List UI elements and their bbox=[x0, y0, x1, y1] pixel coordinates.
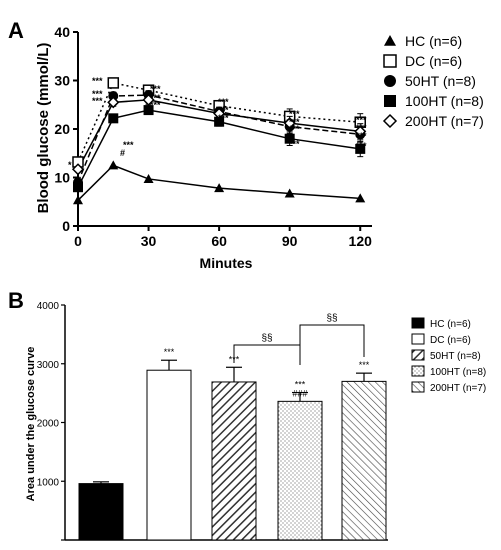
panel-a-significance-mark: *** bbox=[356, 131, 367, 141]
panel-a-legend-marker bbox=[384, 75, 396, 87]
panel-a-point bbox=[284, 188, 295, 198]
panel-b-legend-swatch bbox=[411, 349, 425, 361]
panel-a-point bbox=[214, 116, 225, 127]
panel-a-point bbox=[213, 107, 226, 120]
panel-a-point bbox=[283, 117, 296, 130]
panel-a-x-axis-label: Minutes bbox=[200, 255, 253, 271]
panel-b-legend-label: 50HT (n=8) bbox=[430, 351, 481, 362]
panel-b-bracket bbox=[299, 324, 365, 365]
panel-b-legend-swatch bbox=[411, 317, 425, 329]
panel-a-point bbox=[107, 96, 120, 109]
panel-a-point bbox=[71, 163, 85, 176]
panel-a-significance-mark: * bbox=[68, 160, 72, 170]
panel-b-legend-label: 200HT (n=7) bbox=[430, 383, 486, 394]
panel-a-point bbox=[355, 143, 366, 154]
panel-a-significance-mark: *** bbox=[150, 84, 161, 94]
panel-b-significance-mark: *** bbox=[164, 347, 175, 357]
panel-a-point bbox=[108, 113, 119, 124]
panel-a-significance-mark: # bbox=[120, 148, 125, 158]
panel-a-label: A bbox=[8, 18, 24, 43]
panel-a-series-line bbox=[77, 109, 361, 188]
panel-a-point bbox=[107, 77, 120, 89]
panel-a-legend-label: 200HT (n=7) bbox=[405, 113, 484, 129]
panel-a-series-line bbox=[77, 94, 361, 183]
panel-a-x-tick-label: 0 bbox=[74, 233, 82, 249]
panel-a-significance-mark: *** bbox=[356, 123, 367, 133]
panel-a-significance-mark: *** bbox=[289, 124, 300, 134]
panel-a-legend-label: 100HT (n=8) bbox=[405, 93, 484, 109]
panel-a-significance-mark: *** bbox=[92, 89, 103, 99]
panel-a-significance-mark: *** bbox=[289, 109, 300, 119]
panel-a-point bbox=[355, 193, 366, 203]
panel-a-legend-marker bbox=[384, 35, 396, 46]
panel-a-significance-mark: *** bbox=[289, 139, 300, 149]
panel-a-significance-mark: *** bbox=[218, 113, 229, 123]
panel-b-bar bbox=[146, 369, 192, 541]
panel-a: A Blood glucose (mmol/L) Minutes 0 10 20 30… bbox=[8, 18, 484, 271]
panel-a-point bbox=[73, 195, 83, 205]
panel-b-significance-mark: *** bbox=[295, 380, 306, 390]
panel-b-y-tick-label: 3000 bbox=[37, 360, 60, 371]
panel-a-significance-mark: *** bbox=[92, 76, 103, 86]
panel-a-x-tick-label: 90 bbox=[282, 233, 298, 249]
panel-a-point bbox=[214, 183, 225, 193]
panel-b-y-tick-label: 1000 bbox=[37, 477, 60, 488]
panel-b-bar bbox=[277, 400, 323, 541]
panel-a-x-tick-label: 30 bbox=[141, 233, 157, 249]
panel-a-legend-label: 50HT (n=8) bbox=[405, 73, 476, 89]
panel-b: B Area under the glucose curve 1000 2000 3… bbox=[8, 288, 486, 541]
panel-b-significance-mark: ### bbox=[292, 389, 307, 399]
panel-b-legend-label: HC (n=6) bbox=[430, 319, 471, 330]
panel-a-significance-mark: *** bbox=[356, 141, 367, 151]
panel-a-point bbox=[108, 160, 119, 170]
panel-a-significance-mark: *** bbox=[150, 100, 161, 110]
panel-b-legend-swatch bbox=[411, 365, 425, 377]
panel-a-series-line bbox=[77, 164, 361, 201]
panel-a-y-tick-label: 20 bbox=[54, 121, 70, 137]
panel-a-point bbox=[354, 125, 367, 138]
panel-a-significance-mark: *** bbox=[218, 97, 229, 107]
panel-a-legend-marker bbox=[384, 95, 396, 107]
panel-a-y-tick-label: 0 bbox=[62, 218, 70, 234]
panel-a-legend-label: HC (n=6) bbox=[405, 33, 462, 49]
panel-b-bracket-label: §§ bbox=[261, 333, 272, 344]
panel-b-label: B bbox=[8, 288, 24, 313]
panel-a-legend-label: DC (n=6) bbox=[405, 53, 462, 69]
panel-a-y-axis-label: Blood glucose (mmol/L) bbox=[35, 43, 52, 214]
panel-b-legend-swatch bbox=[411, 333, 425, 345]
panel-b-legend-swatch bbox=[411, 381, 425, 393]
panel-b-bar bbox=[78, 483, 124, 541]
panel-a-significance-mark: *** bbox=[150, 93, 161, 103]
panel-a-y-tick-label: 40 bbox=[54, 24, 70, 40]
panel-b-y-tick-label: 4000 bbox=[37, 301, 60, 312]
panel-a-x-tick-label: 120 bbox=[349, 233, 373, 249]
panel-b-legend-label: 100HT (n=8) bbox=[430, 367, 486, 378]
panel-b-bracket-label: §§ bbox=[326, 313, 337, 324]
panel-b-significance-mark: *** bbox=[359, 360, 370, 370]
panel-b-bar bbox=[341, 380, 387, 541]
panel-a-significance-mark: *** bbox=[123, 140, 134, 150]
panel-a-legend-marker bbox=[382, 113, 398, 129]
panel-a-significance-mark: *** bbox=[92, 96, 103, 106]
panel-a-y-tick-label: 10 bbox=[54, 170, 70, 186]
panel-b-y-axis-label: Area under the glucose curve bbox=[25, 347, 37, 502]
panel-b-y-tick-label: 2000 bbox=[37, 419, 60, 430]
panel-a-point bbox=[284, 133, 295, 144]
panel-a-significance-mark: *** bbox=[218, 105, 229, 115]
panel-a-point bbox=[143, 105, 154, 116]
panel-a-point bbox=[143, 173, 154, 183]
panel-a-significance-mark: *** bbox=[356, 115, 367, 125]
panel-a-y-tick-label: 30 bbox=[54, 73, 70, 89]
panel-b-bar bbox=[211, 381, 257, 541]
panel-a-point bbox=[142, 93, 155, 106]
panel-a-x-tick-label: 60 bbox=[211, 233, 227, 249]
panel-a-legend-marker bbox=[383, 54, 397, 68]
panel-a-series-line bbox=[77, 99, 361, 170]
panel-b-bracket bbox=[233, 344, 301, 363]
panel-a-point bbox=[73, 182, 83, 193]
panel-b-legend-label: DC (n=6) bbox=[430, 335, 471, 346]
panel-a-significance-mark: *** bbox=[289, 117, 300, 127]
